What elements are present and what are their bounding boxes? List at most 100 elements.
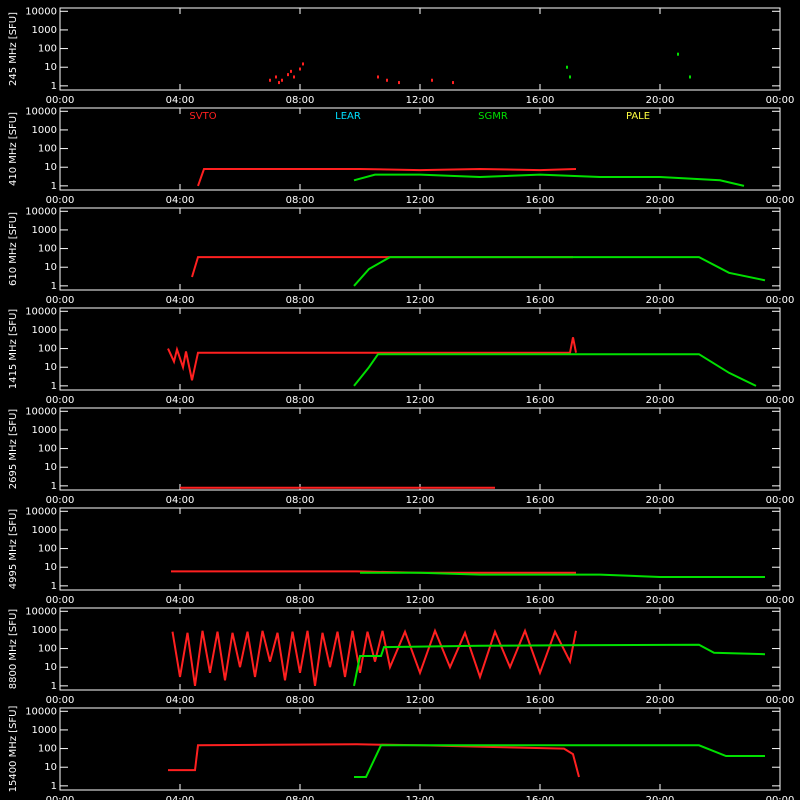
plot-frame <box>59 607 781 691</box>
x-tick-label: 16:00 <box>526 95 555 106</box>
y-tick-label: 10 <box>44 62 57 73</box>
x-tick-label: 12:00 <box>406 195 435 206</box>
x-tick-label: 00:00 <box>766 295 795 306</box>
x-tick-label: 20:00 <box>646 795 675 800</box>
x-tick-label: 20:00 <box>646 195 675 206</box>
x-tick-label: 04:00 <box>166 395 195 406</box>
y-tick-label: 1000 <box>32 525 57 536</box>
data-point <box>293 75 295 79</box>
y-tick-label: 100 <box>38 644 57 655</box>
data-point <box>299 67 301 71</box>
data-point <box>431 78 433 82</box>
legend-entry: LEAR <box>335 111 361 122</box>
data-point <box>287 73 289 77</box>
data-point <box>677 52 679 56</box>
x-tick-label: 16:00 <box>526 695 555 706</box>
y-tick-label: 10 <box>44 662 57 673</box>
x-tick-label: 08:00 <box>286 495 315 506</box>
legend-entry: SGMR <box>478 111 508 122</box>
data-line <box>353 353 757 387</box>
y-tick-label: 1 <box>51 681 57 692</box>
y-axis-label: 4995 MHz [SFU] <box>8 509 19 590</box>
x-tick-label: 12:00 <box>406 295 435 306</box>
x-tick-label: 08:00 <box>286 795 315 800</box>
y-tick-label: 10000 <box>25 506 57 517</box>
y-axis-label: 1415 MHz [SFU] <box>8 309 19 390</box>
data-line <box>171 570 576 574</box>
y-tick-label: 1 <box>51 181 57 192</box>
plot-frame <box>59 407 781 491</box>
data-point <box>452 81 454 85</box>
y-tick-label: 100 <box>38 244 57 255</box>
x-tick-label: 16:00 <box>526 795 555 800</box>
x-tick-label: 00:00 <box>766 495 795 506</box>
x-tick-label: 08:00 <box>286 395 315 406</box>
x-tick-label: 00:00 <box>46 495 75 506</box>
data-point <box>278 81 280 85</box>
data-point <box>386 78 388 82</box>
y-axis-label: 15400 MHz [SFU] <box>8 706 19 793</box>
x-tick-label: 08:00 <box>286 195 315 206</box>
data-point <box>377 75 379 79</box>
x-tick-label: 12:00 <box>406 95 435 106</box>
x-tick-label: 00:00 <box>766 95 795 106</box>
x-tick-label: 16:00 <box>526 295 555 306</box>
x-tick-label: 00:00 <box>46 595 75 606</box>
x-tick-label: 08:00 <box>286 595 315 606</box>
x-tick-label: 12:00 <box>406 595 435 606</box>
y-tick-label: 1000 <box>32 25 57 36</box>
x-tick-label: 00:00 <box>766 695 795 706</box>
data-point <box>269 78 271 82</box>
y-tick-label: 10 <box>44 762 57 773</box>
y-tick-label: 1000 <box>32 725 57 736</box>
x-tick-label: 04:00 <box>166 95 195 106</box>
y-tick-label: 1 <box>51 281 57 292</box>
x-tick-label: 04:00 <box>166 495 195 506</box>
data-line <box>197 167 577 187</box>
y-tick-label: 1000 <box>32 425 57 436</box>
data-point <box>569 75 571 79</box>
x-tick-label: 16:00 <box>526 495 555 506</box>
y-tick-label: 1000 <box>32 325 57 336</box>
y-tick-label: 1 <box>51 581 57 592</box>
x-tick-label: 16:00 <box>526 595 555 606</box>
x-tick-label: 00:00 <box>766 795 795 800</box>
x-tick-label: 12:00 <box>406 695 435 706</box>
data-line <box>168 743 580 778</box>
data-point <box>689 75 691 79</box>
y-tick-label: 1 <box>51 481 57 492</box>
y-tick-label: 1 <box>51 81 57 92</box>
x-tick-label: 20:00 <box>646 595 675 606</box>
data-line <box>353 643 766 687</box>
y-tick-label: 1000 <box>32 625 57 636</box>
x-tick-label: 04:00 <box>166 695 195 706</box>
data-point <box>275 75 277 79</box>
x-tick-label: 20:00 <box>646 495 675 506</box>
x-tick-label: 04:00 <box>166 295 195 306</box>
x-tick-label: 12:00 <box>406 395 435 406</box>
legend-entry: PALE <box>626 111 650 122</box>
x-tick-label: 08:00 <box>286 695 315 706</box>
y-tick-label: 10000 <box>25 106 57 117</box>
x-tick-label: 20:00 <box>646 695 675 706</box>
y-tick-label: 100 <box>38 544 57 555</box>
y-tick-label: 10000 <box>25 206 57 217</box>
y-tick-label: 10000 <box>25 306 57 317</box>
x-tick-label: 20:00 <box>646 95 675 106</box>
y-tick-label: 10 <box>44 562 57 573</box>
y-tick-label: 1000 <box>32 225 57 236</box>
y-tick-label: 10000 <box>25 706 57 717</box>
x-tick-label: 00:00 <box>766 595 795 606</box>
x-tick-label: 20:00 <box>646 395 675 406</box>
y-tick-label: 1000 <box>32 125 57 136</box>
y-tick-label: 1 <box>51 781 57 792</box>
x-tick-label: 00:00 <box>766 395 795 406</box>
y-tick-label: 10 <box>44 262 57 273</box>
data-point <box>281 78 283 82</box>
x-tick-label: 00:00 <box>46 795 75 800</box>
data-point <box>566 65 568 69</box>
y-axis-label: 410 MHz [SFU] <box>8 112 19 186</box>
x-tick-label: 04:00 <box>166 795 195 800</box>
y-tick-label: 100 <box>38 444 57 455</box>
